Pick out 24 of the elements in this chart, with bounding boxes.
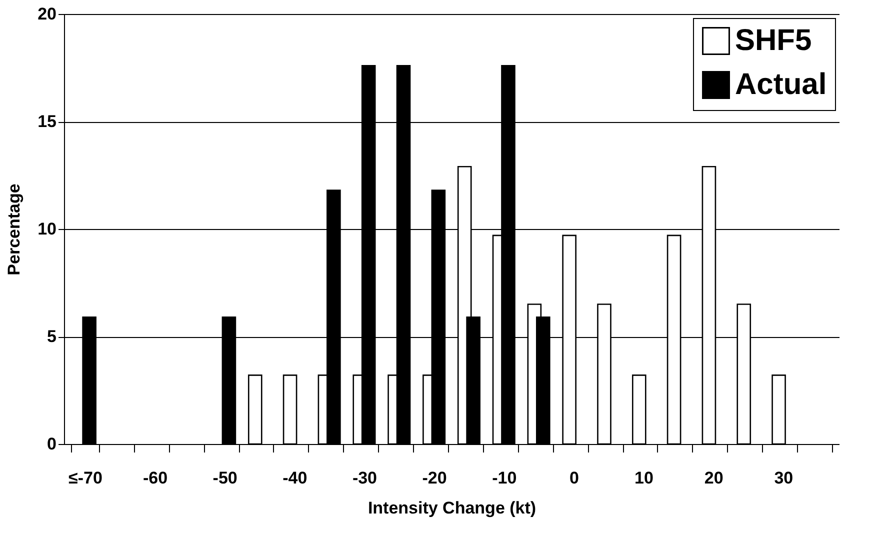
y-tick-label: 20 [38, 4, 56, 24]
x-tick-label: -30 [352, 468, 378, 488]
y-tick-label: 15 [38, 112, 56, 131]
x-tick-label: -60 [142, 468, 168, 488]
bar [772, 374, 786, 445]
x-tick-label: 10 [634, 468, 654, 488]
y-axis-title: Percentage [4, 184, 24, 276]
bar [632, 374, 646, 445]
y-tick-label: 10 [38, 220, 56, 238]
x-tick-label: -20 [422, 468, 447, 488]
x-tick-label: -10 [492, 468, 517, 488]
legend-label: SHF5 [735, 24, 812, 57]
x-tick-label: 30 [774, 468, 794, 488]
x-tick-label: 20 [704, 468, 724, 488]
x-tick-label: ≤-70 [68, 468, 102, 488]
bar [248, 374, 262, 445]
bar [282, 374, 298, 445]
x-tick-label: 0 [569, 468, 579, 488]
x-tick-label: -50 [212, 468, 238, 488]
x-axis-title: Intensity Change (kt) [368, 498, 536, 518]
y-tick-label: 0 [47, 434, 56, 454]
x-tick-label: -40 [282, 468, 308, 488]
y-tick-label: 5 [47, 327, 56, 346]
legend-label: Actual [735, 68, 827, 101]
